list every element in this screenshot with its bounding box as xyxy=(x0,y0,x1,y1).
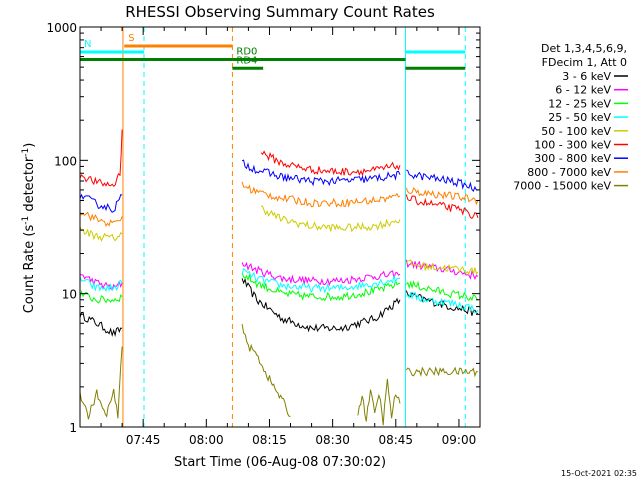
series-6 xyxy=(79,159,478,213)
legend-label-5: 100 - 300 keV xyxy=(534,139,611,152)
series-6-segment-0 xyxy=(79,193,123,213)
legend-label-4: 50 - 100 keV xyxy=(541,125,611,138)
series-8-segment-2 xyxy=(357,378,401,426)
y-axis-label-mid: detector xyxy=(22,156,37,216)
series-3-segment-1 xyxy=(241,267,401,294)
series-4-segment-0 xyxy=(79,226,123,242)
series-7-segment-1 xyxy=(241,181,401,208)
legend-header-2: FDecim 1, Att 0 xyxy=(542,56,627,69)
series-5-segment-0 xyxy=(79,129,123,188)
series-7 xyxy=(79,181,479,228)
series-2-segment-1 xyxy=(241,272,401,302)
series-1-segment-1 xyxy=(241,261,401,287)
footer-date: 15-Oct-2021 02:35 xyxy=(561,469,637,478)
y-axis-label: Count Rate (s-1 detector-1) xyxy=(21,143,37,314)
series-8-segment-3 xyxy=(405,366,478,378)
y-axis-label-sup1: -1 xyxy=(21,216,31,225)
legend-label-8: 7000 - 15000 keV xyxy=(513,180,611,193)
legend-label-0: 3 - 6 keV xyxy=(562,70,611,83)
legend-label-3: 25 - 50 keV xyxy=(548,111,611,124)
series-0-segment-1 xyxy=(241,277,401,333)
chart-title: RHESSI Observing Summary Count Rates xyxy=(125,3,435,21)
x-tick-label-1: 08:00 xyxy=(189,433,224,447)
series-1-segment-2 xyxy=(405,259,479,280)
series-5-segment-1 xyxy=(260,150,401,177)
x-tick-label-4: 08:45 xyxy=(378,433,413,447)
y-tick-label-0: 1 xyxy=(69,421,77,435)
series-3 xyxy=(79,267,479,314)
series-4 xyxy=(79,205,479,275)
series-8-segment-1 xyxy=(241,324,291,417)
series-7-segment-2 xyxy=(405,187,479,206)
series-2-segment-0 xyxy=(79,289,123,304)
series-4-segment-2 xyxy=(405,259,479,275)
series-8 xyxy=(79,324,478,426)
legend-label-2: 12 - 25 keV xyxy=(548,97,611,110)
state-bar-label-6: RD4 xyxy=(236,55,257,66)
y-tick-label-2: 100 xyxy=(54,154,77,168)
state-bar-label-1: N xyxy=(84,39,91,50)
series-5-segment-2 xyxy=(405,194,479,220)
y-axis-label-end: ) xyxy=(22,143,37,148)
x-tick-label-0: 07:45 xyxy=(126,433,161,447)
series-5 xyxy=(79,129,479,220)
y-axis-label-sup2: -1 xyxy=(21,148,31,157)
x-axis-ticks: 07:45 08:00 08:15 08:30 08:45 09:00 xyxy=(79,27,481,447)
x-axis-label: Start Time (06-Aug-08 07:30:02) xyxy=(174,455,386,470)
series-6-segment-2 xyxy=(406,169,478,193)
series-0-segment-0 xyxy=(79,311,123,338)
x-tick-label-5: 09:00 xyxy=(442,433,477,447)
legend-label-1: 6 - 12 keV xyxy=(555,84,611,97)
y-axis-ticks: 1 10 100 1000 xyxy=(46,21,480,435)
state-bar-label-0: S xyxy=(128,33,134,44)
series-6-segment-1 xyxy=(241,159,401,187)
legend-label-6: 300 - 800 keV xyxy=(534,152,611,165)
series-2-segment-2 xyxy=(405,280,479,302)
series-3-segment-2 xyxy=(406,292,479,314)
series-8-segment-0 xyxy=(79,346,123,420)
series-2 xyxy=(79,272,479,304)
y-axis-label-main: Count Rate (s xyxy=(22,225,37,314)
series-7-segment-0 xyxy=(79,211,123,228)
legend-label-7: 800 - 7000 keV xyxy=(527,166,611,179)
series-3-segment-0 xyxy=(79,276,123,293)
series-4-segment-1 xyxy=(261,205,401,233)
x-tick-label-3: 08:30 xyxy=(315,433,350,447)
x-tick-label-2: 08:15 xyxy=(252,433,287,447)
y-tick-label-1: 10 xyxy=(62,288,77,302)
legend-header-1: Det 1,3,4,5,6,9, xyxy=(541,42,627,55)
state-bar-label-4: RD0 xyxy=(236,47,257,58)
plot-frame xyxy=(79,26,481,428)
legend: Det 1,3,4,5,6,9, FDecim 1, Att 0 3 - 6 k… xyxy=(513,42,628,193)
y-tick-label-3: 1000 xyxy=(46,21,77,35)
